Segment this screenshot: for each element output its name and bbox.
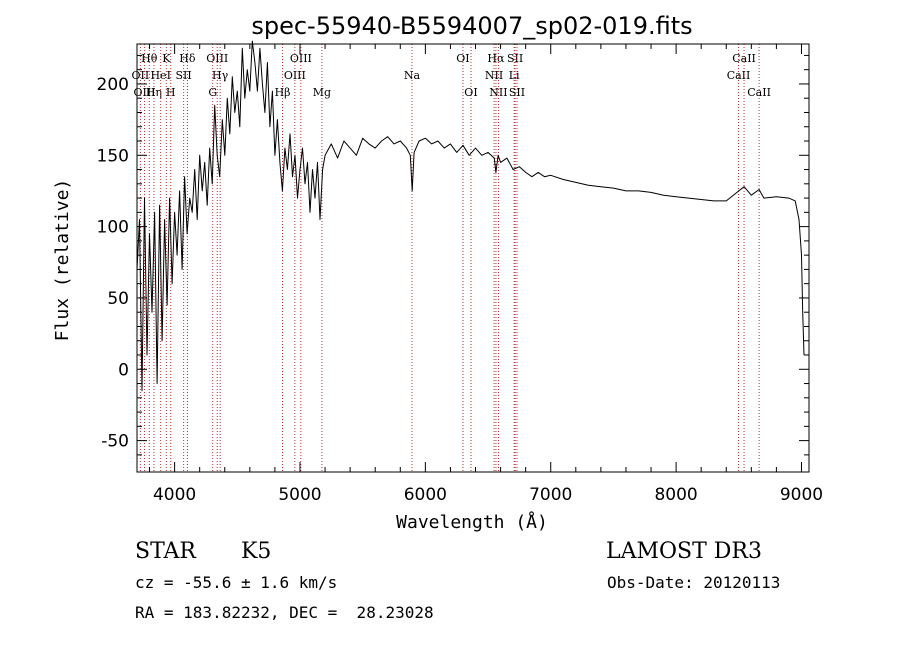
y-tick-label: -50	[101, 432, 129, 452]
x-tick-label: 7000	[529, 485, 572, 505]
line-label: SII	[176, 69, 192, 82]
line-label: OIII	[290, 52, 312, 65]
y-tick-label: 50	[107, 289, 129, 309]
line-label: OI	[456, 52, 469, 65]
line-label: K	[162, 52, 171, 65]
chart-title: spec-55940-B5594007_sp02-019.fits	[251, 12, 692, 40]
line-label: CaII	[727, 69, 751, 82]
y-tick-label: 150	[97, 146, 129, 166]
line-label: Li	[509, 69, 520, 82]
object-subclass: K5	[241, 539, 272, 564]
line-label: OIII	[133, 86, 155, 99]
y-axis: -50 0 50 100 150 200	[97, 54, 809, 456]
line-label: G	[208, 86, 217, 99]
line-label: SII	[507, 52, 523, 65]
spectrum-line	[136, 40, 805, 392]
object-class: STAR	[135, 539, 196, 564]
obs-date: Obs-Date: 20120113	[607, 573, 781, 592]
y-tick-label: 200	[97, 75, 129, 95]
y-tick-label: 100	[97, 218, 129, 238]
line-label: Hθ	[141, 52, 158, 65]
x-tick-label: 8000	[654, 485, 697, 505]
line-label: Mg	[313, 86, 331, 99]
line-label: CaII	[732, 52, 756, 65]
line-label: NII	[485, 69, 503, 82]
spectrum-series	[136, 40, 805, 392]
x-tick-label: 9000	[780, 485, 823, 505]
line-label: Hα	[487, 52, 505, 65]
line-label: NII	[489, 86, 507, 99]
line-label: Hδ	[179, 52, 196, 65]
line-label: Hβ	[275, 86, 291, 99]
line-label: Na	[404, 69, 421, 82]
x-tick-label: 4000	[153, 485, 196, 505]
line-label: OIII	[206, 52, 228, 65]
line-label: CaII	[747, 86, 771, 99]
survey-name: LAMOST DR3	[606, 539, 762, 564]
line-label: SII	[509, 86, 525, 99]
y-tick-label: 0	[118, 360, 129, 380]
plot-frame	[136, 43, 810, 473]
y-axis-label: Flux (relative)	[52, 179, 73, 342]
line-label: Hη	[146, 86, 162, 99]
x-tick-label: 6000	[404, 485, 447, 505]
line-label: OIII	[284, 69, 306, 82]
line-label: Hγ	[212, 69, 229, 82]
coordinates: RA = 183.82232, DEC = 28.23028	[135, 603, 434, 622]
x-tick-label: 5000	[278, 485, 321, 505]
line-label: HeI	[150, 69, 170, 82]
line-label: OII	[132, 69, 150, 82]
redshift-cz: cz = -55.6 ± 1.6 km/s	[135, 573, 338, 592]
line-label: OI	[464, 86, 477, 99]
x-axis-label: Wavelength (Å)	[396, 511, 548, 533]
line-label: H	[166, 86, 176, 99]
x-axis: 4000 5000 6000 7000 8000 9000	[149, 44, 823, 505]
